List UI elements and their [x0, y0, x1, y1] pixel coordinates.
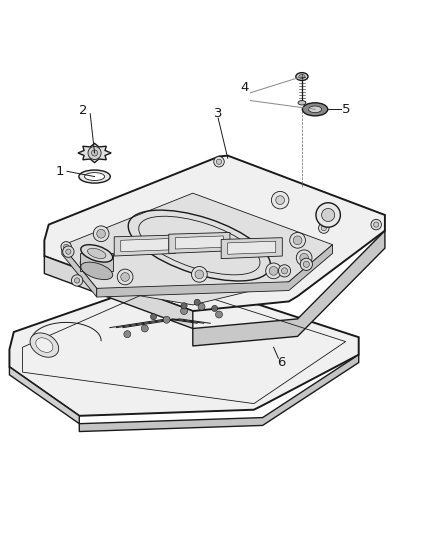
Ellipse shape — [81, 245, 113, 262]
Circle shape — [88, 147, 101, 159]
Circle shape — [316, 203, 340, 227]
Circle shape — [163, 316, 170, 323]
Circle shape — [74, 278, 80, 283]
Circle shape — [374, 222, 379, 227]
Circle shape — [276, 196, 285, 205]
Ellipse shape — [302, 103, 328, 116]
Circle shape — [195, 270, 204, 279]
Circle shape — [282, 268, 288, 274]
Polygon shape — [175, 236, 223, 249]
Polygon shape — [97, 245, 332, 297]
Circle shape — [63, 246, 74, 257]
Text: 1: 1 — [55, 165, 64, 178]
Ellipse shape — [88, 248, 106, 259]
Ellipse shape — [308, 106, 321, 112]
Circle shape — [92, 150, 98, 156]
Circle shape — [180, 308, 187, 314]
Circle shape — [150, 313, 156, 320]
Text: 6: 6 — [277, 356, 285, 369]
Polygon shape — [78, 143, 111, 163]
Circle shape — [97, 229, 106, 238]
Text: 2: 2 — [79, 104, 88, 117]
Circle shape — [117, 269, 133, 285]
Polygon shape — [79, 354, 359, 432]
Ellipse shape — [298, 101, 306, 105]
Circle shape — [293, 236, 302, 245]
Circle shape — [371, 220, 381, 230]
Text: 5: 5 — [342, 103, 351, 116]
Ellipse shape — [79, 170, 110, 183]
Circle shape — [214, 157, 224, 167]
Polygon shape — [228, 241, 276, 254]
Circle shape — [66, 249, 71, 254]
Circle shape — [212, 305, 218, 311]
Ellipse shape — [85, 173, 105, 181]
Polygon shape — [10, 277, 359, 416]
Ellipse shape — [30, 333, 59, 357]
Circle shape — [84, 259, 92, 268]
Circle shape — [290, 232, 305, 248]
Circle shape — [64, 244, 69, 249]
Polygon shape — [193, 231, 385, 346]
Circle shape — [266, 263, 282, 279]
Circle shape — [269, 266, 278, 275]
Text: 4: 4 — [240, 81, 248, 94]
Circle shape — [80, 255, 96, 271]
Ellipse shape — [299, 75, 305, 78]
Circle shape — [303, 261, 309, 268]
Circle shape — [300, 258, 312, 270]
Circle shape — [191, 266, 207, 282]
Circle shape — [300, 253, 308, 262]
Circle shape — [215, 311, 223, 318]
Circle shape — [321, 208, 335, 222]
Circle shape — [321, 225, 326, 231]
Circle shape — [141, 325, 148, 332]
Ellipse shape — [36, 338, 53, 352]
Ellipse shape — [296, 72, 308, 80]
Circle shape — [198, 303, 205, 310]
Polygon shape — [44, 256, 193, 328]
Polygon shape — [221, 238, 283, 259]
Circle shape — [121, 272, 130, 281]
Circle shape — [296, 250, 312, 265]
Polygon shape — [62, 246, 97, 297]
Ellipse shape — [81, 262, 113, 280]
Circle shape — [318, 223, 329, 233]
Polygon shape — [114, 235, 175, 256]
Circle shape — [124, 330, 131, 338]
Polygon shape — [44, 156, 385, 311]
Circle shape — [93, 226, 109, 241]
Circle shape — [181, 303, 187, 309]
Polygon shape — [169, 232, 230, 253]
Text: 3: 3 — [214, 107, 223, 120]
Circle shape — [61, 241, 71, 252]
Circle shape — [194, 299, 200, 305]
Circle shape — [279, 265, 290, 277]
Circle shape — [71, 275, 83, 286]
Circle shape — [272, 191, 289, 209]
Polygon shape — [62, 193, 332, 305]
Polygon shape — [10, 367, 79, 424]
Polygon shape — [121, 239, 169, 252]
Polygon shape — [80, 253, 113, 271]
Circle shape — [216, 159, 222, 164]
